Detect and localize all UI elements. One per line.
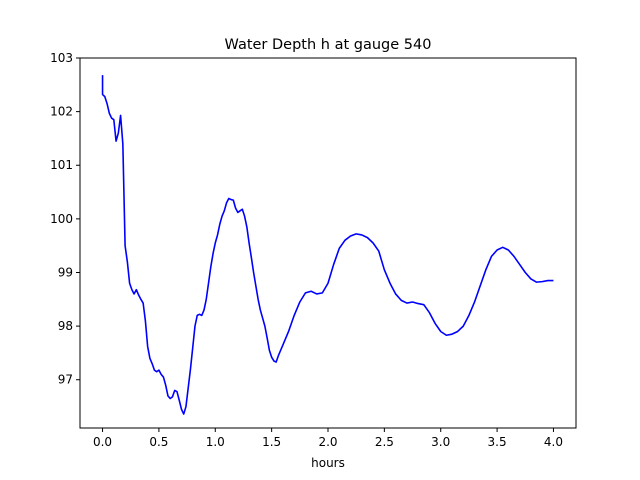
y-tick-label: 102 (50, 105, 73, 119)
y-tick-label: 100 (50, 212, 73, 226)
x-tick-label: 3.0 (431, 435, 450, 449)
axes-frame (79, 57, 577, 429)
y-tick-label: 99 (58, 265, 73, 279)
y-tick-label: 98 (58, 319, 73, 333)
y-tick-label: 97 (58, 373, 73, 387)
x-tick-label: 1.0 (206, 435, 225, 449)
x-tick-label: 2.0 (318, 435, 337, 449)
plot-area (101, 75, 554, 415)
x-tick-label: 1.5 (262, 435, 281, 449)
x-tick-label: 4.0 (544, 435, 563, 449)
x-tick-label: 0.5 (149, 435, 168, 449)
x-tick-label: 2.5 (375, 435, 394, 449)
chart-title: Water Depth h at gauge 540 (225, 37, 432, 53)
x-axis-ticks: 0.0 0.5 1.0 1.5 2.0 2.5 3.0 3.5 4.0 (93, 428, 563, 449)
y-tick-label: 101 (50, 158, 73, 172)
series-line-0 (101, 75, 554, 415)
x-tick-label: 3.5 (488, 435, 507, 449)
y-tick-label: 103 (50, 51, 73, 65)
x-axis-label: hours (311, 456, 345, 470)
y-axis-ticks: 97 98 99 100 101 102 103 (50, 51, 80, 387)
x-tick-label: 0.0 (93, 435, 112, 449)
